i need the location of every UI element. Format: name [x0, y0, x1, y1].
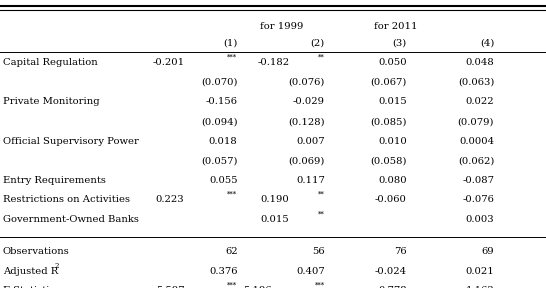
Text: 0.022: 0.022 — [466, 97, 494, 107]
Text: 0.050: 0.050 — [378, 58, 407, 67]
Text: 0.021: 0.021 — [465, 267, 494, 276]
Text: -0.060: -0.060 — [375, 195, 407, 204]
Text: (0.063): (0.063) — [458, 78, 494, 87]
Text: (0.062): (0.062) — [458, 156, 494, 165]
Text: Observations: Observations — [3, 247, 69, 256]
Text: for 2011: for 2011 — [374, 22, 418, 31]
Text: 0.048: 0.048 — [465, 58, 494, 67]
Text: (0.067): (0.067) — [370, 78, 407, 87]
Text: 0.055: 0.055 — [209, 176, 238, 185]
Text: 0.080: 0.080 — [378, 176, 407, 185]
Text: -0.201: -0.201 — [152, 58, 185, 67]
Text: (4): (4) — [480, 38, 494, 47]
Text: (0.079): (0.079) — [458, 117, 494, 126]
Text: (0.094): (0.094) — [201, 117, 238, 126]
Text: 69: 69 — [482, 247, 494, 256]
Text: -0.024: -0.024 — [375, 267, 407, 276]
Text: **: ** — [318, 191, 325, 199]
Text: 5.196: 5.196 — [243, 287, 272, 288]
Text: (0.128): (0.128) — [288, 117, 325, 126]
Text: 76: 76 — [394, 247, 407, 256]
Text: 0.223: 0.223 — [156, 195, 185, 204]
Text: 2: 2 — [55, 262, 59, 270]
Text: ***: *** — [227, 54, 238, 62]
Text: 0.015: 0.015 — [378, 97, 407, 107]
Text: Private Monitoring: Private Monitoring — [3, 97, 99, 107]
Text: (0.058): (0.058) — [370, 156, 407, 165]
Text: Restrictions on Activities: Restrictions on Activities — [3, 195, 130, 204]
Text: 0.376: 0.376 — [209, 267, 238, 276]
Text: (2): (2) — [311, 38, 325, 47]
Text: 62: 62 — [225, 247, 238, 256]
Text: (0.069): (0.069) — [288, 156, 325, 165]
Text: 0.010: 0.010 — [378, 137, 407, 146]
Text: F Statistic: F Statistic — [3, 287, 55, 288]
Text: -0.087: -0.087 — [462, 176, 494, 185]
Text: -0.156: -0.156 — [205, 97, 238, 107]
Text: ***: *** — [227, 282, 238, 288]
Text: 1.162: 1.162 — [465, 287, 494, 288]
Text: ***: *** — [314, 282, 325, 288]
Text: for 1999: for 1999 — [259, 22, 303, 31]
Text: -0.182: -0.182 — [257, 58, 289, 67]
Text: 5.597: 5.597 — [156, 287, 185, 288]
Text: Capital Regulation: Capital Regulation — [3, 58, 98, 67]
Text: 0.117: 0.117 — [296, 176, 325, 185]
Text: Entry Requirements: Entry Requirements — [3, 176, 105, 185]
Text: 0.007: 0.007 — [296, 137, 325, 146]
Text: (0.085): (0.085) — [370, 117, 407, 126]
Text: 0.407: 0.407 — [296, 267, 325, 276]
Text: 0.778: 0.778 — [378, 287, 407, 288]
Text: 0.018: 0.018 — [209, 137, 238, 146]
Text: -0.076: -0.076 — [462, 195, 494, 204]
Text: **: ** — [318, 54, 325, 62]
Text: 0.015: 0.015 — [261, 215, 289, 224]
Text: (3): (3) — [393, 38, 407, 47]
Text: (1): (1) — [223, 38, 238, 47]
Text: ***: *** — [227, 191, 238, 199]
Text: 0.0004: 0.0004 — [459, 137, 494, 146]
Text: 56: 56 — [312, 247, 325, 256]
Text: 0.003: 0.003 — [466, 215, 494, 224]
Text: Government-Owned Banks: Government-Owned Banks — [3, 215, 139, 224]
Text: Official Supervisory Power: Official Supervisory Power — [3, 137, 139, 146]
Text: (0.057): (0.057) — [201, 156, 238, 165]
Text: (0.070): (0.070) — [201, 78, 238, 87]
Text: -0.029: -0.029 — [293, 97, 325, 107]
Text: **: ** — [318, 211, 325, 219]
Text: Adjusted R: Adjusted R — [3, 267, 58, 276]
Text: (0.076): (0.076) — [288, 78, 325, 87]
Text: 0.190: 0.190 — [261, 195, 289, 204]
